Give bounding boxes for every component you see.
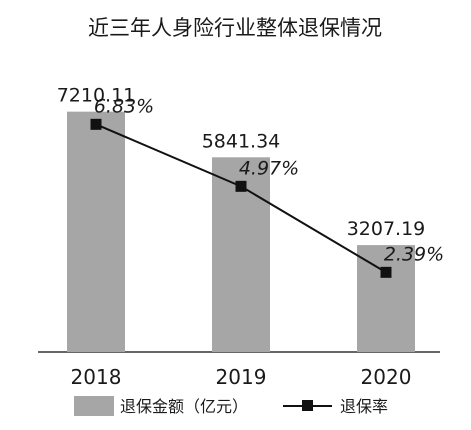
rate-value-label-2020: 2.39% (384, 243, 444, 265)
legend-line-marker (302, 400, 313, 411)
legend-bar-swatch (74, 396, 114, 416)
bar-value-label-2019: 5841.34 (202, 130, 281, 152)
rate-value-label-2018: 6.83% (94, 95, 154, 117)
rate-value-label-2019: 4.97% (239, 157, 299, 179)
legend-bar-label: 退保金额（亿元） (120, 397, 248, 416)
x-tick-label-2018: 2018 (71, 365, 122, 389)
x-tick-label-2020: 2020 (361, 365, 412, 389)
bar-value-label-2020: 3207.19 (347, 218, 426, 240)
chart-title: 近三年人身险行业整体退保情况 (88, 16, 382, 40)
rate-line-group (90, 118, 392, 278)
rate-marker-2019 (235, 180, 247, 192)
legend-line-label: 退保率 (340, 397, 388, 416)
rate-marker-2018 (90, 118, 102, 130)
rate-marker-2020 (380, 266, 392, 278)
bar-2020 (357, 245, 415, 352)
label-group: 7210.11 2018 5841.34 2019 3207.19 2020 6.83% 4.… (57, 85, 444, 389)
bar-2018 (67, 111, 125, 353)
x-tick-label-2019: 2019 (216, 365, 267, 389)
legend: 退保金额（亿元） 退保率 (74, 396, 388, 416)
bar-value-label-2018: 7210.11 (57, 85, 136, 107)
